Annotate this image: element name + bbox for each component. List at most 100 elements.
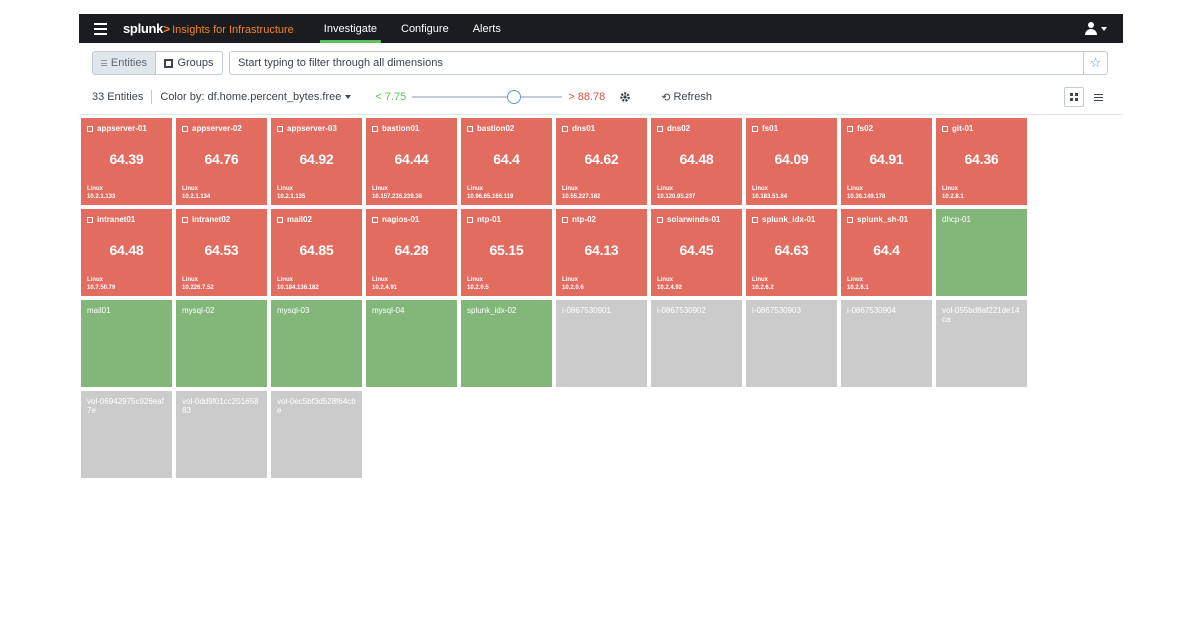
tile-header: appserver-02 — [182, 124, 261, 133]
filter-row: Entities Groups Start typing to filter t… — [92, 51, 1108, 75]
tile-name: ntp-02 — [572, 215, 596, 224]
server-icon — [752, 216, 758, 223]
entity-tile[interactable]: intranet01 64.48 Linux 10.7.50.79 — [81, 209, 172, 296]
grid-view-button[interactable] — [1064, 87, 1084, 107]
tile-ip: 10.184.136.182 — [277, 285, 319, 291]
threshold-slider[interactable] — [412, 90, 563, 104]
star-icon[interactable]: ☆ — [1084, 51, 1108, 75]
tile-name: bastion01 — [382, 124, 420, 133]
tile-ip: 10.2.0.6 — [562, 285, 584, 291]
entity-tile[interactable]: bastion01 64.44 Linux 10.157.236.239.38 — [366, 118, 457, 205]
server-icon — [87, 216, 93, 223]
refresh-icon: ⟲ — [661, 91, 671, 104]
entity-tile[interactable]: i-0867530904 — [841, 300, 932, 387]
tile-name: mail01 — [87, 306, 111, 315]
hamburger-menu-icon[interactable] — [85, 14, 115, 43]
server-icon — [277, 125, 283, 132]
entity-tile[interactable]: mysql-03 — [271, 300, 362, 387]
tile-os: Linux — [87, 277, 103, 283]
tile-name: dns02 — [667, 124, 691, 133]
tile-header: dns02 — [657, 124, 736, 133]
entity-tile[interactable]: splunk_idx-02 — [461, 300, 552, 387]
entity-tile[interactable]: vol-0ec5bf3d528f64cbe — [271, 391, 362, 478]
entity-tile[interactable]: dhcp-01 — [936, 209, 1027, 296]
entity-tile[interactable]: ntp-02 64.13 Linux 10.2.0.6 — [556, 209, 647, 296]
list-icon — [1093, 93, 1103, 101]
entity-tile[interactable]: mysql-02 — [176, 300, 267, 387]
tile-os: Linux — [467, 277, 483, 283]
entity-tile[interactable]: vol-06942975c926eaf7e — [81, 391, 172, 478]
tile-name: ntp-01 — [477, 215, 501, 224]
entity-tile[interactable]: git-01 64.36 Linux 10.2.8.1 — [936, 118, 1027, 205]
color-by-dropdown[interactable]: Color by: df.home.percent_bytes.free — [160, 91, 352, 103]
app-name: Insights for Infrastructure — [172, 24, 294, 36]
entity-tile[interactable]: nagios-01 64.28 Linux 10.2.4.91 — [366, 209, 457, 296]
entity-tile[interactable]: vol-055bd8af221de14ca — [936, 300, 1027, 387]
entity-tile[interactable]: i-0867530902 — [651, 300, 742, 387]
entity-tile[interactable]: vol-0dd9f01cc20165883 — [176, 391, 267, 478]
entity-tile[interactable]: intranet02 64.53 Linux 10.226.7.52 — [176, 209, 267, 296]
low-threshold: < 7.75 — [375, 91, 407, 103]
entity-tile[interactable]: ntp-01 65.15 Linux 10.2.0.5 — [461, 209, 552, 296]
tile-name: intranet01 — [97, 215, 136, 224]
main-nav: Investigate Configure Alerts — [312, 14, 513, 43]
entity-tile[interactable]: mail01 — [81, 300, 172, 387]
user-icon — [1085, 21, 1097, 36]
tile-header: solarwinds-01 — [657, 215, 736, 224]
entity-tile[interactable]: i-0867530901 — [556, 300, 647, 387]
slider-handle[interactable] — [507, 90, 522, 104]
tile-header: ntp-02 — [562, 215, 641, 224]
server-icon — [182, 125, 188, 132]
chevron-down-icon — [345, 95, 352, 99]
tile-ip: 10.2.1.135 — [277, 194, 306, 200]
entity-tile[interactable]: solarwinds-01 64.45 Linux 10.2.4.92 — [651, 209, 742, 296]
dimension-filter-input[interactable]: Start typing to filter through all dimen… — [229, 51, 1084, 75]
brand[interactable]: splunk > Insights for Infrastructure — [123, 21, 294, 36]
chevron-down-icon — [1101, 26, 1107, 31]
server-icon — [277, 216, 283, 223]
tile-metric: 64.62 — [584, 151, 619, 167]
tile-os: Linux — [372, 277, 388, 283]
entity-tile[interactable]: fs01 64.09 Linux 10.183.51.84 — [746, 118, 837, 205]
entity-tile[interactable]: fs02 64.91 Linux 10.36.149.178 — [841, 118, 932, 205]
list-view-button[interactable] — [1088, 87, 1108, 107]
tile-metric: 64.48 — [109, 242, 144, 258]
tile-name: git-01 — [952, 124, 974, 133]
tile-name: dhcp-01 — [942, 215, 971, 224]
entity-tile[interactable]: i-0867530903 — [746, 300, 837, 387]
tile-os: Linux — [277, 186, 293, 192]
entity-tile[interactable]: appserver-02 64.76 Linux 10.2.1.134 — [176, 118, 267, 205]
entity-tile[interactable]: splunk_sh-01 64.4 Linux 10.2.6.1 — [841, 209, 932, 296]
entity-tile[interactable]: bastion02 64.4 Linux 10.96.65.166.119 — [461, 118, 552, 205]
server-icon — [847, 125, 853, 132]
server-icon — [182, 216, 188, 223]
groups-view-button[interactable]: Groups — [156, 51, 223, 75]
tile-ip: 10.2.6.2 — [752, 285, 774, 291]
tile-metric: 64.63 — [774, 242, 809, 258]
brand-chevron: > — [163, 22, 171, 36]
tile-name: mysql-02 — [182, 306, 215, 315]
entity-tile[interactable]: mail02 64.85 Linux 10.184.136.182 — [271, 209, 362, 296]
color-by-label: Color by: df.home.percent_bytes.free — [160, 91, 342, 103]
gear-icon[interactable] — [619, 91, 631, 103]
entity-tile[interactable]: appserver-03 64.92 Linux 10.2.1.135 — [271, 118, 362, 205]
server-icon — [657, 125, 663, 132]
entity-tile[interactable]: dns01 64.62 Linux 10.55.227.182 — [556, 118, 647, 205]
tile-metric: 64.45 — [679, 242, 714, 258]
tile-name: vol-0ec5bf3d528f64cbe — [277, 397, 356, 415]
user-menu[interactable] — [1085, 21, 1107, 36]
nav-alerts[interactable]: Alerts — [472, 22, 501, 35]
entity-tile[interactable]: appserver-01 64.39 Linux 10.2.1.133 — [81, 118, 172, 205]
refresh-button[interactable]: ⟲ Refresh — [661, 91, 712, 104]
tile-ip: 10.2.1.133 — [87, 194, 116, 200]
server-icon — [562, 125, 568, 132]
entities-view-button[interactable]: Entities — [92, 51, 156, 75]
nav-configure[interactable]: Configure — [401, 22, 449, 35]
entity-tile[interactable]: mysql-04 — [366, 300, 457, 387]
tile-name: dns01 — [572, 124, 596, 133]
nav-investigate[interactable]: Investigate — [312, 14, 389, 43]
tile-metric: 64.76 — [204, 151, 239, 167]
entity-tile[interactable]: splunk_idx-01 64.63 Linux 10.2.6.2 — [746, 209, 837, 296]
view-toggle — [1064, 87, 1108, 107]
entity-tile[interactable]: dns02 64.48 Linux 10.120.95.237 — [651, 118, 742, 205]
